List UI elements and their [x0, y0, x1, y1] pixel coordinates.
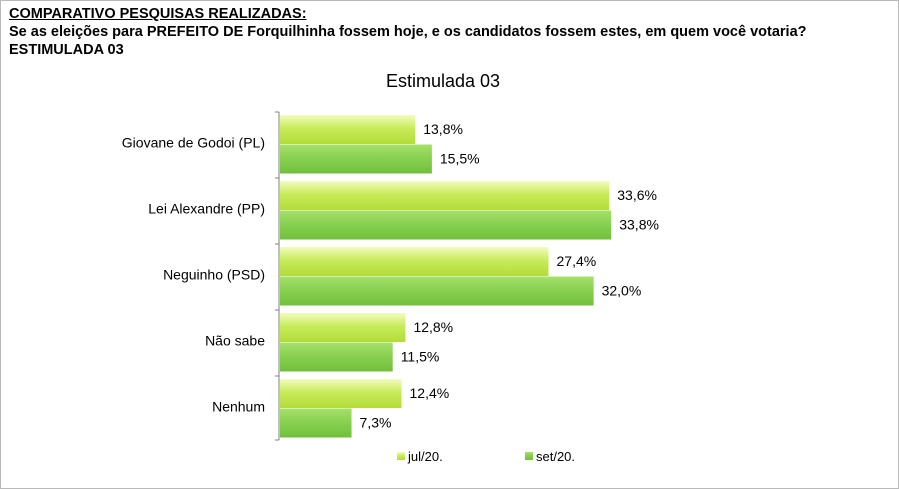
category-label-lei-alexandre-pp: Lei Alexandre (PP): [148, 201, 265, 217]
legend-label-jul-20: jul/20.: [407, 449, 443, 464]
bar-set-20-giovane-de-godoi-pl: [280, 144, 432, 174]
survey-question: Se as eleições para PREFEITO DE Forquilh…: [9, 24, 807, 58]
legend-swatch-jul-20: [397, 452, 405, 460]
bar-jul-20-nenhum: [280, 379, 402, 408]
data-label-jul-20-giovane-de-godoi-pl: 13,8%: [423, 121, 463, 137]
data-label-jul-20-nenhum: 12,4%: [410, 385, 450, 401]
bar-jul-20-giovane-de-godoi-pl: [280, 115, 416, 144]
data-label-jul-20-neguinho-psd: 27,4%: [557, 253, 597, 269]
report-header: COMPARATIVO PESQUISAS REALIZADAS: Se as …: [9, 6, 889, 59]
legend-label-set-20: set/20.: [536, 449, 575, 464]
data-label-set-20-nao-sabe: 11,5%: [401, 349, 440, 365]
bar-jul-20-neguinho-psd: [280, 247, 549, 276]
bar-set-20-nenhum: [280, 408, 352, 438]
section-heading: COMPARATIVO PESQUISAS REALIZADAS:: [9, 6, 307, 22]
data-label-set-20-nenhum: 7,3%: [360, 415, 392, 431]
category-label-nenhum: Nenhum: [212, 399, 265, 415]
legend-swatch-set-20: [525, 452, 533, 460]
data-label-jul-20-lei-alexandre-pp: 33,6%: [617, 187, 657, 203]
data-label-set-20-lei-alexandre-pp: 33,8%: [619, 217, 659, 233]
data-label-set-20-giovane-de-godoi-pl: 15,5%: [440, 151, 480, 167]
category-label-giovane-de-godoi-pl: Giovane de Godoi (PL): [122, 135, 265, 151]
bar-set-20-lei-alexandre-pp: [280, 210, 612, 240]
bar-jul-20-lei-alexandre-pp: [280, 181, 610, 210]
category-label-nao-sabe: Não sabe: [205, 333, 265, 349]
data-label-set-20-neguinho-psd: 32,0%: [602, 283, 642, 299]
data-label-jul-20-nao-sabe: 12,8%: [413, 319, 453, 335]
chart-title: Estimulada 03: [386, 71, 500, 91]
bar-jul-20-nao-sabe: [280, 313, 406, 342]
bar-set-20-neguinho-psd: [280, 276, 594, 306]
category-label-neguinho-psd: Neguinho (PSD): [163, 267, 265, 283]
bar-set-20-nao-sabe: [280, 342, 393, 372]
